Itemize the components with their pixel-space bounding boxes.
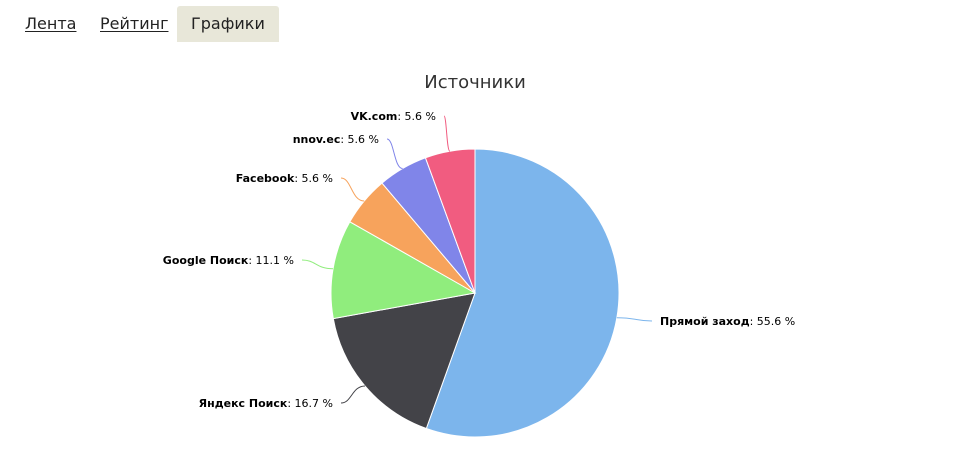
connector-line-5 xyxy=(386,138,403,170)
data-label-3: Google Поиск: 11.1 % xyxy=(163,254,294,267)
data-label-6: VK.com: 5.6 % xyxy=(351,110,436,123)
pie-labels: Прямой заход: 55.6 % Яндекс Поиск: 16.7 %… xyxy=(163,110,795,410)
tab-charts[interactable]: Графики xyxy=(177,6,279,42)
data-label-5: nnov.ec: 5.6 % xyxy=(293,133,379,146)
connector-line-6 xyxy=(443,115,451,152)
tab-rating[interactable]: Рейтинг xyxy=(100,14,169,33)
data-label-2: Яндекс Поиск: 16.7 % xyxy=(199,397,333,410)
pie-slice-1[interactable] xyxy=(425,148,620,438)
pie-slice-3[interactable] xyxy=(330,221,477,320)
tab-bar: Лента Рейтинг Графики xyxy=(0,0,960,42)
chart-title: Источники xyxy=(424,72,526,93)
connector-line-2 xyxy=(340,385,366,404)
data-label-4: Facebook: 5.6 % xyxy=(236,172,333,185)
connector-line-3 xyxy=(301,259,334,270)
connector-line-4 xyxy=(340,177,365,202)
connector-line-1 xyxy=(616,317,653,322)
tab-feed[interactable]: Лента xyxy=(25,14,77,33)
data-label-1: Прямой заход: 55.6 % xyxy=(660,315,795,328)
pie-slices xyxy=(330,148,620,438)
